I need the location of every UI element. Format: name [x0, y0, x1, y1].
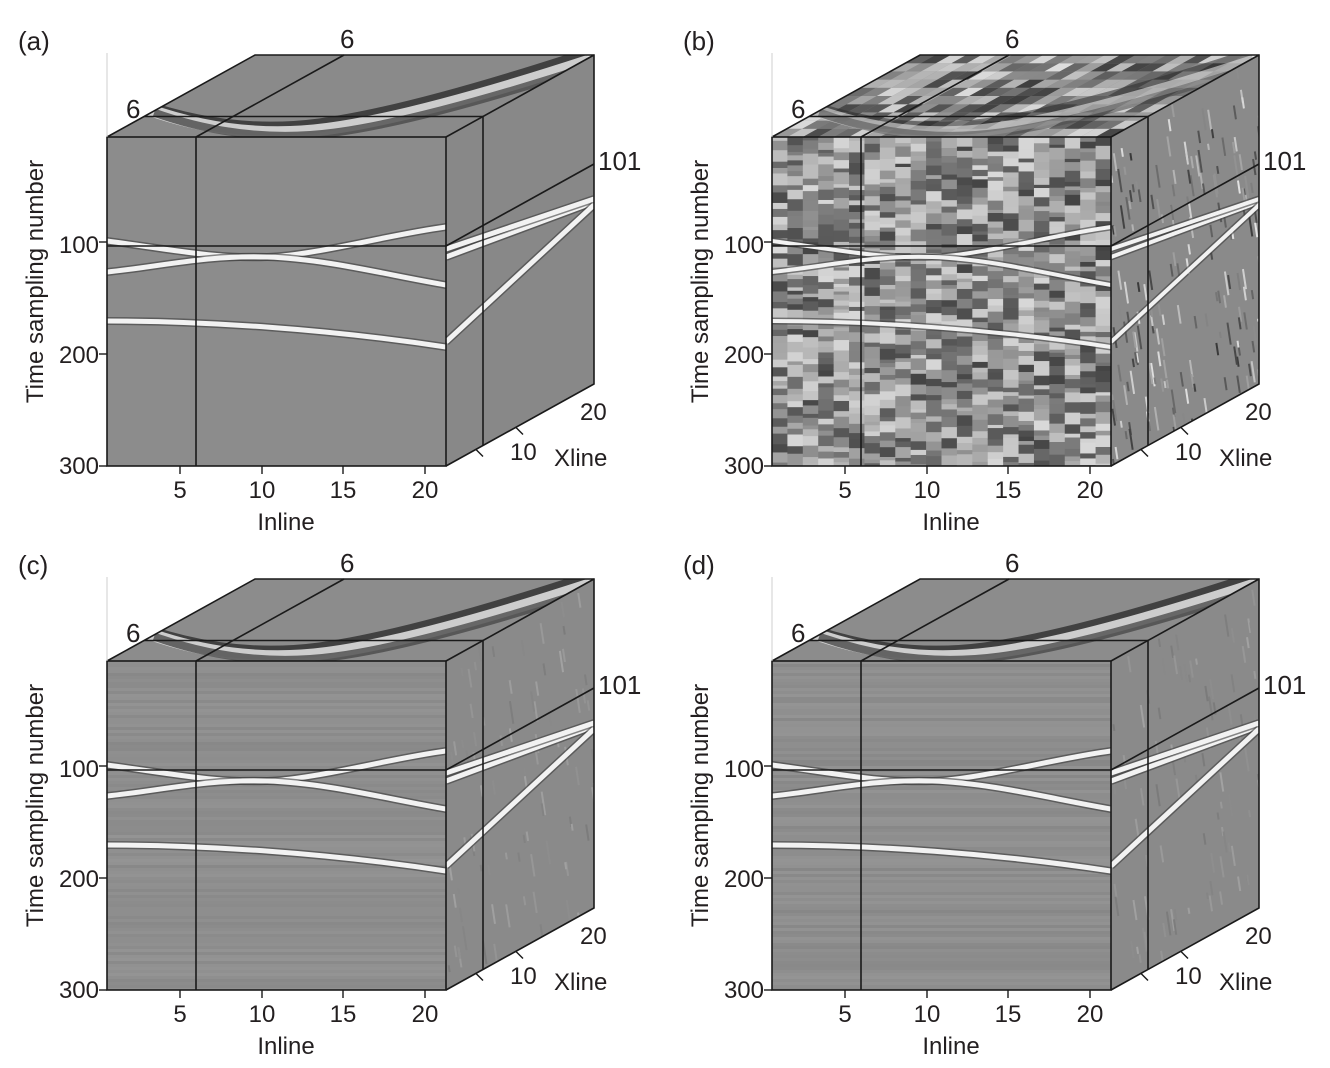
panel-d: (d) 6 6 101 100 200 300 Time sampling number 5 10… — [665, 524, 1330, 1060]
inline-slice-label: 6 — [340, 24, 354, 54]
panel-label: (a) — [18, 26, 50, 56]
seismic-cube-c: (c) 6 6 101 100 200 300 Time sampling number 5 10… — [18, 548, 641, 1060]
time-tick-label: 200 — [59, 866, 99, 893]
seismic-cube-a: (a) 6 6 101 100 200 300 Time sampling number 5 10… — [18, 24, 641, 536]
time-tick-label: 100 — [724, 232, 764, 259]
inline-tick-label: 10 — [914, 1001, 941, 1028]
inline-slice-label: 6 — [1005, 548, 1019, 578]
inline-tick-label: 10 — [249, 477, 276, 504]
axis-ticks — [99, 765, 524, 998]
xline-slice-label: 6 — [126, 94, 140, 124]
inline-axis-label: Inline — [922, 1033, 979, 1060]
time-tick-label: 200 — [59, 342, 99, 369]
panel-label: (c) — [18, 550, 48, 580]
inline-tick-label: 5 — [838, 1001, 851, 1028]
cube-frame — [106, 54, 595, 467]
axis-ticks — [764, 241, 1189, 474]
cube-frame — [771, 578, 1260, 991]
time-axis-label: Time sampling number — [22, 684, 49, 927]
time-tick-label: 100 — [724, 756, 764, 783]
time-slice-label: 101 — [1263, 670, 1306, 700]
seismic-cube-b: (b) 6 6 101 100 200 300 Time sampling number 5 10… — [683, 24, 1306, 536]
xline-tick-label: 10 — [510, 439, 537, 466]
inline-slice-label: 6 — [340, 548, 354, 578]
xline-tick-label: 10 — [1175, 439, 1202, 466]
inline-tick-label: 5 — [173, 477, 186, 504]
xline-tick-label: 20 — [580, 923, 607, 950]
time-slice-label: 101 — [598, 146, 641, 176]
front-face — [772, 661, 1111, 990]
time-tick-label: 100 — [59, 232, 99, 259]
xline-axis-label: Xline — [1219, 445, 1272, 472]
inline-tick-label: 20 — [1077, 477, 1104, 504]
inline-tick-label: 20 — [1077, 1001, 1104, 1028]
time-tick-label: 200 — [724, 342, 764, 369]
inline-tick-label: 15 — [330, 1001, 357, 1028]
panel-b: (b) 6 6 101 100 200 300 Time sampling number 5 10… — [665, 0, 1330, 536]
xline-tick-label: 20 — [580, 399, 607, 426]
time-tick-label: 300 — [724, 453, 764, 480]
panel-label: (d) — [683, 550, 715, 580]
xline-tick-label: 20 — [1245, 399, 1272, 426]
inline-tick-label: 15 — [995, 477, 1022, 504]
xline-axis-label: Xline — [554, 969, 607, 996]
inline-tick-label: 20 — [412, 477, 439, 504]
time-axis-label: Time sampling number — [687, 684, 714, 927]
inline-tick-label: 5 — [173, 1001, 186, 1028]
seismic-cube-d: (d) 6 6 101 100 200 300 Time sampling number 5 10… — [683, 548, 1306, 1060]
inline-tick-label: 5 — [838, 477, 851, 504]
inline-tick-label: 15 — [995, 1001, 1022, 1028]
time-tick-label: 300 — [724, 977, 764, 1004]
time-tick-label: 200 — [724, 866, 764, 893]
axis-ticks — [764, 765, 1189, 998]
inline-axis-label: Inline — [257, 1033, 314, 1060]
time-tick-label: 300 — [59, 977, 99, 1004]
xline-axis-label: Xline — [554, 445, 607, 472]
front-face — [772, 137, 1111, 466]
xline-slice-label: 6 — [126, 618, 140, 648]
inline-axis-label: Inline — [922, 509, 979, 536]
inline-slice-label: 6 — [1005, 24, 1019, 54]
front-face — [107, 661, 446, 990]
xline-axis-label: Xline — [1219, 969, 1272, 996]
xline-slice-label: 6 — [791, 94, 805, 124]
cube-frame — [771, 54, 1260, 467]
time-slice-label: 101 — [1263, 146, 1306, 176]
xline-slice-label: 6 — [791, 618, 805, 648]
time-tick-label: 100 — [59, 756, 99, 783]
xline-tick-label: 10 — [510, 963, 537, 990]
panel-c: (c) 6 6 101 100 200 300 Time sampling number 5 10… — [0, 524, 665, 1060]
time-slice-label: 101 — [598, 670, 641, 700]
inline-tick-label: 10 — [914, 477, 941, 504]
cube-frame — [106, 578, 595, 991]
panel-a: (a) 6 6 101 100 200 300 Time sampling number 5 10… — [0, 0, 665, 536]
time-tick-label: 300 — [59, 453, 99, 480]
inline-tick-label: 10 — [249, 1001, 276, 1028]
panel-label: (b) — [683, 26, 715, 56]
front-face — [107, 137, 446, 466]
inline-axis-label: Inline — [257, 509, 314, 536]
axis-ticks — [99, 241, 524, 474]
inline-tick-label: 15 — [330, 477, 357, 504]
inline-tick-label: 20 — [412, 1001, 439, 1028]
xline-tick-label: 10 — [1175, 963, 1202, 990]
xline-tick-label: 20 — [1245, 923, 1272, 950]
time-axis-label: Time sampling number — [22, 160, 49, 403]
time-axis-label: Time sampling number — [687, 160, 714, 403]
